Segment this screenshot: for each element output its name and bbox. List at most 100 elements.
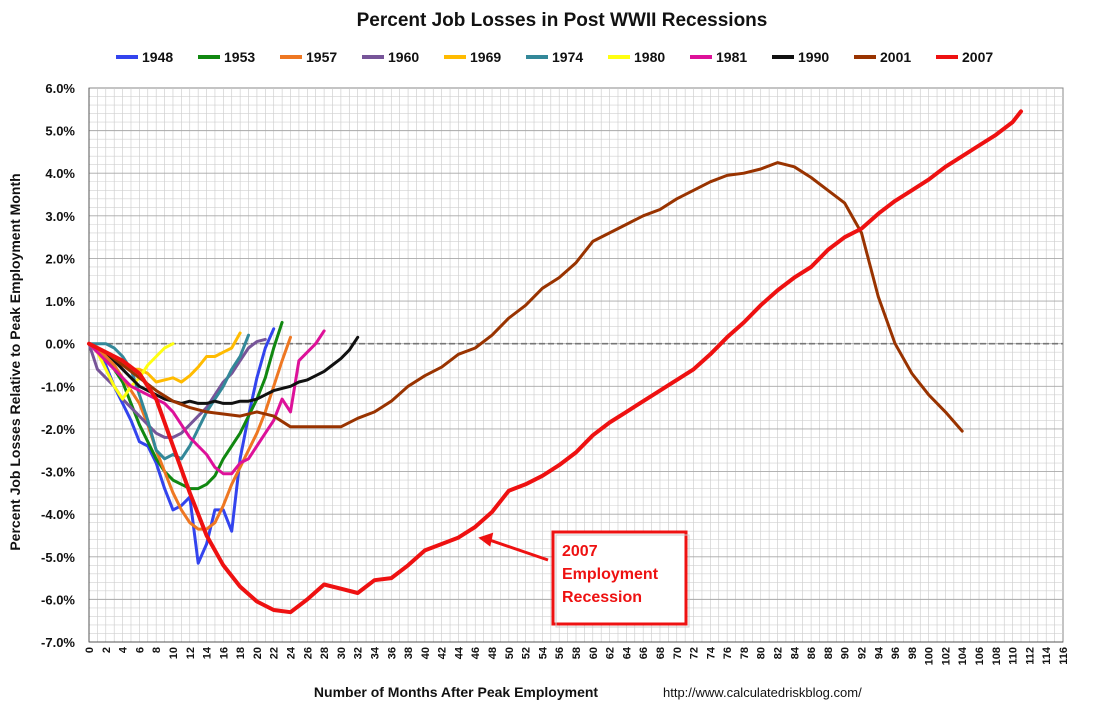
legend-label-1990: 1990 xyxy=(798,49,829,65)
x-tick-label: 2 xyxy=(101,647,113,653)
x-tick-label: 46 xyxy=(470,647,482,659)
source-url: http://www.calculatedriskblog.com/ xyxy=(663,685,862,700)
series-line-1948 xyxy=(87,327,276,565)
x-tick-label: 92 xyxy=(856,647,868,659)
annotation-arrow xyxy=(487,538,549,562)
x-tick-label: 0 xyxy=(84,647,96,653)
legend-label-2001: 2001 xyxy=(880,49,911,65)
annotation-shadow xyxy=(555,534,690,628)
y-tick-label: -4.0% xyxy=(41,507,75,522)
series-line-1974 xyxy=(87,333,250,461)
x-tick-label: 14 xyxy=(202,646,214,659)
legend-label-1980: 1980 xyxy=(634,49,665,65)
annotation-text: 2007 xyxy=(562,543,598,560)
x-tick-label: 16 xyxy=(218,647,230,659)
x-tick-label: 20 xyxy=(252,647,264,659)
x-tick-label: 48 xyxy=(487,647,499,659)
x-tick-label: 68 xyxy=(655,647,667,659)
x-tick-label: 100 xyxy=(924,647,936,665)
x-tick-label: 104 xyxy=(957,646,969,665)
x-tick-label: 110 xyxy=(1008,647,1020,665)
x-tick-label: 58 xyxy=(571,647,583,659)
legend-label-1969: 1969 xyxy=(470,49,501,65)
x-tick-label: 88 xyxy=(823,647,835,659)
y-tick-label: 3.0% xyxy=(45,209,75,224)
series-line-1981 xyxy=(87,329,326,476)
x-tick-label: 82 xyxy=(773,647,785,659)
x-tick-label: 116 xyxy=(1058,647,1070,665)
x-tick-label: 24 xyxy=(286,646,298,659)
x-tick-label: 40 xyxy=(420,647,432,659)
x-tick-label: 32 xyxy=(353,647,365,659)
axes xyxy=(88,88,1063,643)
x-tick-label: 30 xyxy=(336,647,348,659)
x-tick-label: 12 xyxy=(185,647,197,659)
x-tick-label: 38 xyxy=(403,647,415,659)
series-line-2001 xyxy=(87,161,964,433)
x-tick-label: 96 xyxy=(890,647,902,659)
annotation-box xyxy=(551,530,688,626)
x-tick-label: 86 xyxy=(806,647,818,659)
chart-title: Percent Job Losses in Post WWII Recessio… xyxy=(357,10,768,31)
x-tick-label: 80 xyxy=(756,647,768,659)
x-tick-label: 22 xyxy=(269,647,281,659)
y-tick-label: -3.0% xyxy=(41,465,75,480)
x-tick-label: 98 xyxy=(907,647,919,659)
series-line-1990 xyxy=(87,335,360,405)
x-tick-label: 6 xyxy=(134,647,146,653)
y-tick-label: 5.0% xyxy=(45,124,75,139)
x-tick-label: 10 xyxy=(168,647,180,659)
x-tick-label: 36 xyxy=(386,647,398,659)
legend-label-1960: 1960 xyxy=(388,49,419,65)
legend-label-1948: 1948 xyxy=(142,49,173,65)
y-tick-label: -2.0% xyxy=(41,422,75,437)
x-tick-label: 70 xyxy=(672,647,684,659)
x-tick-label: 44 xyxy=(453,646,465,659)
y-tick-label: 6.0% xyxy=(45,81,75,96)
legend-label-1981: 1981 xyxy=(716,49,747,65)
y-tick-label: 1.0% xyxy=(45,294,75,309)
legend-label-1953: 1953 xyxy=(224,49,255,65)
x-tick-label: 78 xyxy=(739,647,751,659)
x-axis-label: Number of Months After Peak Employment xyxy=(314,684,599,700)
x-tick-label: 102 xyxy=(940,647,952,665)
x-tick-label: 114 xyxy=(1041,646,1053,665)
x-tick-label: 34 xyxy=(369,646,381,659)
x-tick-label: 66 xyxy=(638,647,650,659)
x-tick-label: 18 xyxy=(235,647,247,659)
x-tick-label: 26 xyxy=(302,647,314,659)
x-tick-label: 108 xyxy=(991,647,1003,665)
y-tick-label: 4.0% xyxy=(45,166,75,181)
x-tick-label: 76 xyxy=(722,647,734,659)
x-tick-label: 60 xyxy=(588,647,600,659)
annotation: 2007 Employment Recession xyxy=(478,530,690,628)
x-tick-label: 42 xyxy=(437,647,449,659)
x-tick-label: 28 xyxy=(319,647,331,659)
x-tick-label: 72 xyxy=(689,647,701,659)
series-line-2007 xyxy=(87,109,1023,615)
y-tick-label: -1.0% xyxy=(41,379,75,394)
y-tick-label: 2.0% xyxy=(45,251,75,266)
legend: 1948 1953 1957 1960 1969 1974 1980 1981 1990 2001… xyxy=(116,49,993,65)
annotation-text: Employment xyxy=(562,566,659,583)
x-tick-label: 54 xyxy=(537,646,549,659)
y-tick-label: -5.0% xyxy=(41,550,75,565)
x-tick-label: 8 xyxy=(151,647,163,653)
x-tick-label: 112 xyxy=(1024,647,1036,665)
x-tick-label: 50 xyxy=(504,647,516,659)
x-tick-label: 62 xyxy=(605,647,617,659)
y-tick-label: -7.0% xyxy=(41,635,75,650)
x-tick-label: 90 xyxy=(840,647,852,659)
legend-label-1957: 1957 xyxy=(306,49,337,65)
x-axis-ticks: 0 2 4 6 8 10 12 14 16 18 20 22 24 26 28 30 32 34 36 38 40 42 4… xyxy=(84,646,1070,665)
y-tick-label: 0.0% xyxy=(45,337,75,352)
x-tick-label: 64 xyxy=(621,646,633,659)
x-tick-label: 52 xyxy=(521,647,533,659)
x-tick-label: 4 xyxy=(118,646,130,653)
x-tick-label: 74 xyxy=(705,646,717,659)
y-axis-ticks: 6.0% 5.0% 4.0% 3.0% 2.0% 1.0% 0.0% -1.0% -2.0% -3… xyxy=(41,81,75,650)
annotation-text: Recession xyxy=(562,589,642,606)
x-tick-label: 94 xyxy=(873,646,885,659)
y-axis-label: Percent Job Losses Relative to Peak Empl… xyxy=(7,173,23,550)
